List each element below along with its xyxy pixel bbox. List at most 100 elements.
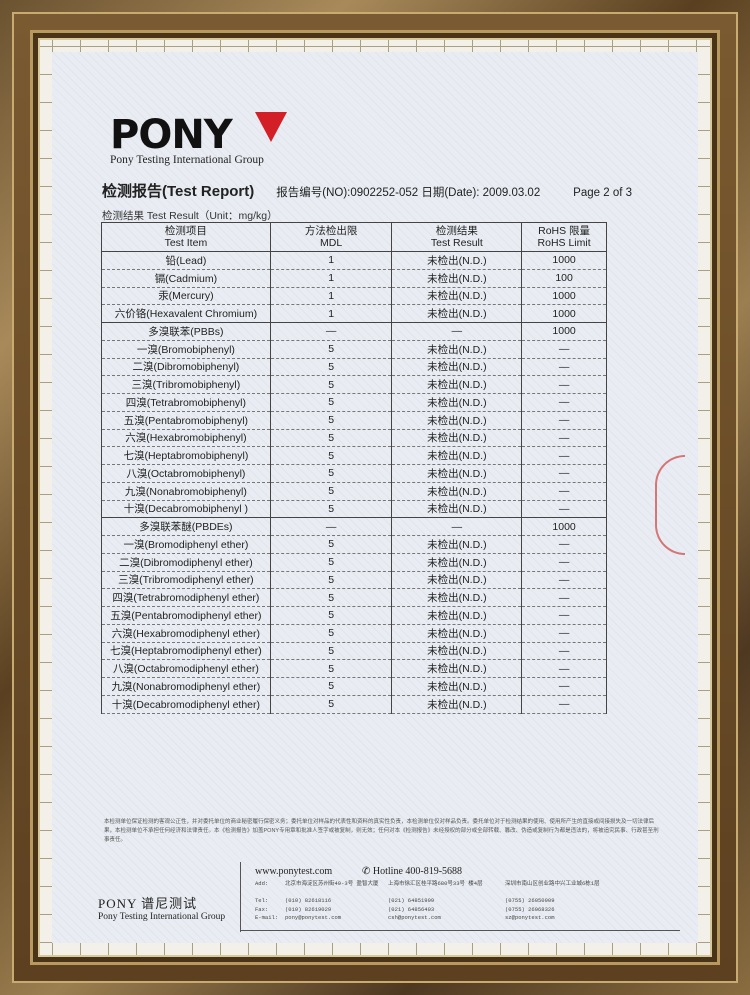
column-header: RoHS 限量 RoHS Limit [521, 222, 607, 252]
table-cell: 1000 [521, 322, 607, 341]
table-cell: 未检出(N.D.) [391, 535, 523, 554]
footer-divider [240, 862, 241, 932]
table-cell: 5 [269, 428, 393, 448]
table-cell: 未检出(N.D.) [391, 623, 523, 643]
logo-red-triangle [255, 112, 287, 142]
table-row: 五溴(Pentabromobiphenyl) 5 未检出(N.D.) — [101, 410, 607, 430]
table-row: 六溴(Hexabromobiphenyl) 5 未检出(N.D.) — [101, 428, 607, 448]
table-cell: 未检出(N.D.) [391, 641, 523, 661]
header-en: MDL [320, 237, 343, 249]
table-row: 一溴(Bromobiphenyl) 5 未检出(N.D.) — [101, 339, 607, 359]
table-cell: 八溴(Octabromobiphenyl) [101, 464, 271, 483]
column-header: 方法检出限 MDL [269, 222, 393, 252]
column-header: 检测项目 Test Item [101, 222, 271, 252]
table-cell: — [521, 393, 607, 412]
table-cell: 未检出(N.D.) [391, 552, 523, 572]
header-cn: 方法检出限 [304, 225, 358, 237]
table-cell: 5 [269, 588, 393, 607]
hotline-text: Hotline 400-819-5688 [372, 866, 463, 877]
office-contact: 上海市徐汇区桂平路680号33号 楼4层 (021) 64851999 (021) … [388, 880, 503, 923]
table-cell: 5 [269, 570, 393, 590]
table-cell: 5 [269, 623, 393, 643]
results-table: 检测项目 Test Item 方法检出限 MDL 检测结果 Test Result RoHS… [101, 222, 607, 714]
table-cell: 5 [269, 357, 393, 377]
table-row: 四溴(Tetrabromobiphenyl) 5 未检出(N.D.) — [101, 393, 607, 412]
table-cell: 5 [269, 393, 393, 412]
office-address: 北京市海淀区苏州街49-3号 盈智大厦 [285, 880, 379, 887]
table-cell: — [521, 535, 607, 554]
table-cell: 未检出(N.D.) [391, 410, 523, 430]
table-row: 八溴(Octabromobiphenyl) 5 未检出(N.D.) — [101, 464, 607, 483]
table-cell: 五溴(Pentabromodiphenyl ether) [101, 606, 271, 625]
table-cell: 四溴(Tetrabromodiphenyl ether) [101, 588, 271, 607]
table-cell: 未检出(N.D.) [391, 588, 523, 607]
table-row: 二溴(Dibromodiphenyl ether) 5 未检出(N.D.) — [101, 552, 607, 572]
table-cell: 三溴(Tribromodiphenyl ether) [101, 570, 271, 590]
table-cell: 未检出(N.D.) [391, 375, 523, 394]
footer-group: Pony Testing International Group [98, 912, 226, 922]
table-cell: 未检出(N.D.) [391, 393, 523, 412]
hotline: ✆ Hotline 400-819-5688 [362, 866, 462, 877]
table-row: 七溴(Heptabromobiphenyl) 5 未检出(N.D.) — [101, 446, 607, 465]
table-cell: 5 [269, 339, 393, 359]
table-row: 九溴(Nonabromobiphenyl) 5 未检出(N.D.) — [101, 481, 607, 501]
table-cell: — [269, 322, 393, 341]
table-cell: 未检出(N.D.) [391, 570, 523, 590]
table-cell: 1 [269, 304, 393, 323]
table-cell: 三溴(Tribromobiphenyl) [101, 375, 271, 394]
table-cell: — [521, 428, 607, 448]
office-address: 深圳市南山区创业路中兴工业城6栋1层 [505, 880, 600, 887]
table-cell: 五溴(Pentabromobiphenyl) [101, 410, 271, 430]
table-cell: 四溴(Tetrabromobiphenyl) [101, 393, 271, 412]
table-row: 镉(Cadmium) 1 未检出(N.D.) 100 [101, 268, 607, 288]
table-cell: 未检出(N.D.) [391, 268, 523, 288]
website: www.ponytest.com [255, 866, 333, 877]
page-number: Page 2 of 3 [573, 187, 632, 199]
table-row: 六价铬(Hexavalent Chromium) 1 未检出(N.D.) 1000 [101, 304, 607, 323]
table-cell: 未检出(N.D.) [391, 481, 523, 501]
table-cell: 1 [269, 286, 393, 306]
table-cell: 八溴(Octabromodiphenyl ether) [101, 659, 271, 678]
table-cell: 5 [269, 535, 393, 554]
table-cell: 一溴(Bromobiphenyl) [101, 339, 271, 359]
table-cell: 多溴联苯(PBBs) [101, 322, 271, 341]
table-cell: — [521, 339, 607, 359]
table-cell: — [521, 606, 607, 625]
table-cell: — [521, 588, 607, 607]
table-cell: 1000 [521, 304, 607, 323]
label-add: Add: [255, 880, 269, 887]
table-row: 三溴(Tribromobiphenyl) 5 未检出(N.D.) — [101, 375, 607, 394]
table-cell: 六价铬(Hexavalent Chromium) [101, 304, 271, 323]
table-cell: 5 [269, 606, 393, 625]
table-cell: 二溴(Dibromobiphenyl) [101, 357, 271, 377]
table-cell: 未检出(N.D.) [391, 677, 523, 696]
table-cell: 未检出(N.D.) [391, 659, 523, 678]
table-cell: 未检出(N.D.) [391, 286, 523, 306]
report-title: 检测报告(Test Report) [102, 183, 255, 200]
table-cell: 十溴(Decabromodiphenyl ether) [101, 694, 271, 714]
footer-brand: PONY 谱尼测试 [98, 896, 198, 911]
group-name: Pony Testing International Group [110, 154, 264, 166]
office-email: pony@ponytest.com [285, 914, 342, 921]
table-row: 一溴(Bromodiphenyl ether) 5 未检出(N.D.) — [101, 535, 607, 554]
footer-rule [240, 930, 680, 931]
office-fax: (021) 64856403 [388, 905, 435, 913]
table-cell: 二溴(Dibromodiphenyl ether) [101, 552, 271, 572]
header-cn: 检测结果 [435, 225, 478, 237]
table-cell: 100 [521, 268, 607, 288]
table-cell: 九溴(Nonabromodiphenyl ether) [101, 677, 271, 696]
table-cell: 铅(Lead) [101, 251, 271, 270]
table-cell: 未检出(N.D.) [391, 446, 523, 465]
table-cell: 汞(Mercury) [101, 286, 271, 306]
office-fax: (010) 82619029 [285, 905, 332, 913]
label-fax: Fax: [255, 905, 269, 913]
table-cell: — [521, 694, 607, 714]
table-cell: 未检出(N.D.) [391, 694, 523, 714]
column-header: 检测结果 Test Result [391, 222, 523, 252]
contact-labels: Add: Tel: Fax: E-mail: [255, 880, 278, 923]
table-cell: 七溴(Heptabromobiphenyl) [101, 446, 271, 465]
office-tel: (0755) 26050909 [505, 897, 555, 904]
office-fax: (0755) 26068326 [505, 905, 555, 913]
table-cell: — [391, 322, 523, 341]
table-row: 铅(Lead) 1 未检出(N.D.) 1000 [101, 251, 607, 270]
